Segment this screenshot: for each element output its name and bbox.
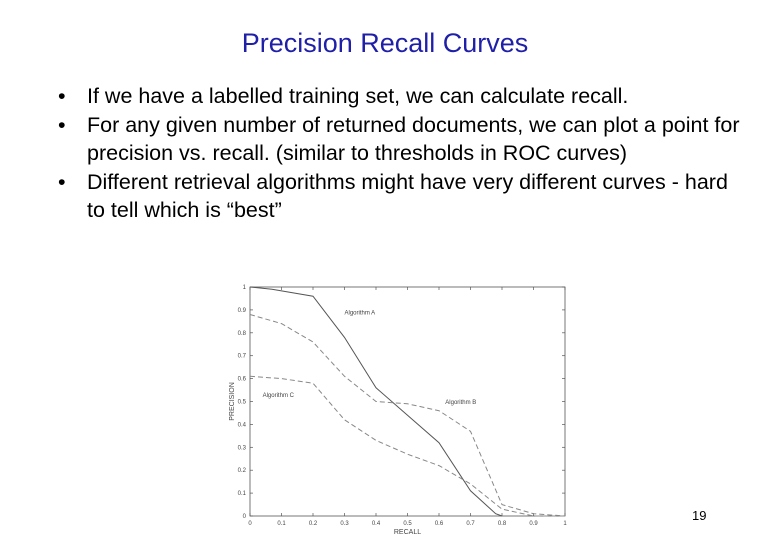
- bullet-icon: •: [58, 84, 66, 108]
- plot-frame: [249, 286, 566, 517]
- y-tick-label: 0.2: [238, 468, 247, 474]
- x-tick-label: 0.7: [466, 521, 475, 527]
- y-tick-label: 0.1: [238, 491, 247, 497]
- x-tick-label: 0: [248, 521, 252, 527]
- x-tick-label: 0.1: [277, 521, 286, 527]
- bullet-item: • Different retrieval algorithms might ha…: [58, 168, 748, 225]
- y-tick-label: 0.3: [238, 445, 247, 451]
- y-tick-label: 1: [243, 285, 247, 291]
- series-annotation: Algorithm A: [345, 310, 376, 316]
- series-line-algorithm-b: [249, 314, 566, 517]
- y-tick-label: 0.4: [238, 422, 247, 428]
- y-tick-label: 0.8: [238, 331, 247, 337]
- x-axis-label: RECALL: [394, 529, 421, 536]
- y-tick-label: 0.6: [238, 377, 247, 383]
- bullet-item: • For any given number of returned docume…: [58, 111, 748, 168]
- bullet-text: Different retrieval algorithms might hav…: [87, 169, 728, 223]
- x-tick-label: 0.3: [340, 521, 349, 527]
- x-tick-label: 0.2: [309, 521, 318, 527]
- series-annotation: Algorithm B: [445, 400, 476, 406]
- precision-recall-figure: 0 0.1 0.2 0.3 0.4 0.5 0.6 0.7 0.8 0.9 1 0 0.1 0.2 0.3 0…: [226, 275, 574, 537]
- page-number: 19: [692, 508, 707, 523]
- y-axis-label: PRECISION: [229, 382, 236, 421]
- x-tick-label: 0.8: [498, 521, 507, 527]
- y-tick-label: 0.7: [238, 354, 247, 360]
- slide-title: Precision Recall Curves: [241, 28, 529, 58]
- bullet-item: • If we have a labelled training set, we …: [58, 82, 748, 111]
- bullet-text: If we have a labelled training set, we c…: [87, 84, 629, 108]
- series-line-algorithm-a: [249, 286, 503, 517]
- x-tick-label: 1: [563, 521, 567, 527]
- x-tick-label: 0.5: [403, 521, 412, 527]
- bullet-icon: •: [58, 169, 66, 194]
- y-tick-label: 0: [243, 514, 247, 520]
- x-tick-label: 0.4: [372, 521, 381, 527]
- y-tick-label: 0.5: [238, 400, 247, 406]
- x-tick-label: 0.9: [529, 521, 538, 527]
- x-tick-label: 0.6: [435, 521, 444, 527]
- bullet-list: • If we have a labelled training set, we …: [58, 82, 748, 225]
- bullet-text: For any given number of returned documen…: [87, 112, 740, 166]
- series-line-algorithm-c: [249, 375, 565, 517]
- precision-recall-chart: 0 0.1 0.2 0.3 0.4 0.5 0.6 0.7 0.8 0.9 1 0 0.1 0.2 0.3 0…: [229, 285, 567, 536]
- bullet-icon: •: [58, 112, 66, 137]
- series-annotation: Algorithm C: [263, 393, 295, 399]
- y-tick-label: 0.9: [238, 308, 247, 314]
